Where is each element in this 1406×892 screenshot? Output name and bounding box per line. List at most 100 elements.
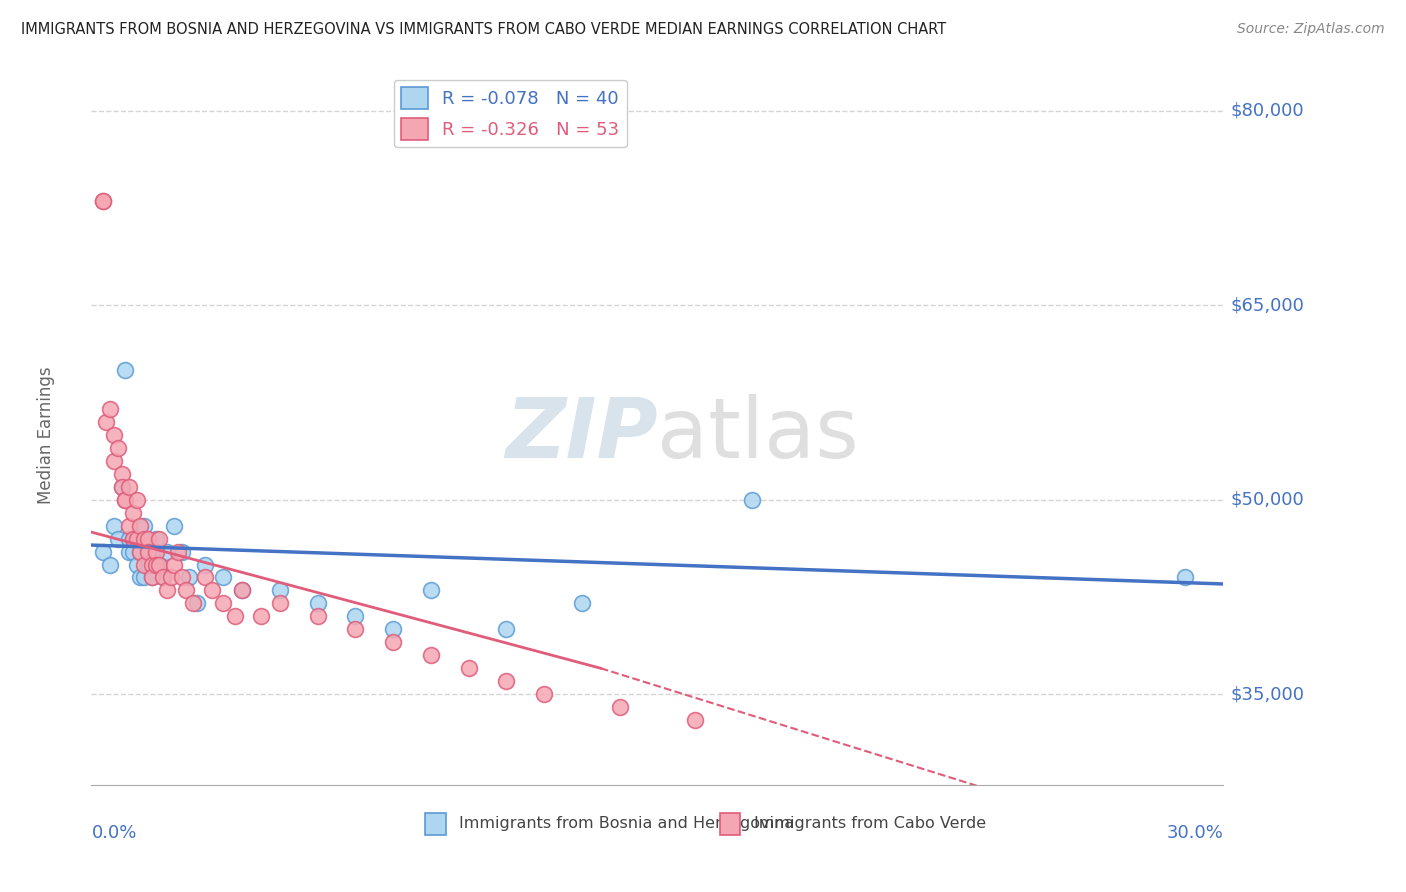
Point <box>129 518 152 533</box>
Point <box>141 570 163 584</box>
Point <box>148 532 170 546</box>
Point <box>118 532 141 546</box>
Point <box>201 583 224 598</box>
Text: $50,000: $50,000 <box>1230 491 1305 508</box>
Point <box>118 544 141 558</box>
Text: ZIP: ZIP <box>505 394 657 475</box>
Point <box>136 544 159 558</box>
Point <box>212 596 235 610</box>
Point <box>231 583 253 598</box>
Text: Immigrants from Bosnia and Herzegovina: Immigrants from Bosnia and Herzegovina <box>460 816 794 831</box>
Point <box>1174 570 1197 584</box>
Point <box>91 194 114 209</box>
Point <box>193 558 217 572</box>
Point <box>382 635 405 649</box>
Point <box>91 544 114 558</box>
Point <box>136 544 159 558</box>
Point <box>495 674 517 689</box>
Point <box>174 583 197 598</box>
Legend: R = -0.078   N = 40, R = -0.326   N = 53: R = -0.078 N = 40, R = -0.326 N = 53 <box>394 79 627 147</box>
Point <box>125 492 148 507</box>
Point <box>114 492 136 507</box>
Point <box>134 570 156 584</box>
Point <box>163 558 186 572</box>
Text: 30.0%: 30.0% <box>1167 824 1223 842</box>
Point <box>148 558 170 572</box>
Point <box>457 661 479 675</box>
Text: atlas: atlas <box>657 394 859 475</box>
Point <box>122 532 145 546</box>
Point <box>107 532 129 546</box>
Point <box>91 194 114 209</box>
Point <box>114 492 136 507</box>
Point <box>163 518 186 533</box>
Point <box>129 570 152 584</box>
Point <box>167 544 190 558</box>
Point <box>156 583 179 598</box>
Point <box>170 544 193 558</box>
Point <box>495 623 517 637</box>
Point <box>307 596 329 610</box>
Point <box>152 570 174 584</box>
Point <box>145 544 167 558</box>
Point <box>250 609 273 624</box>
Point <box>129 544 152 558</box>
Point <box>419 648 441 663</box>
Point <box>533 687 555 701</box>
Text: Median Earnings: Median Earnings <box>37 366 55 504</box>
Point <box>114 363 136 377</box>
Point <box>134 558 156 572</box>
Point <box>609 700 631 714</box>
Point <box>107 441 129 455</box>
Point <box>269 596 291 610</box>
Point <box>103 428 125 442</box>
Point <box>134 532 156 546</box>
Point <box>344 623 367 637</box>
Point <box>122 532 145 546</box>
Point <box>193 570 217 584</box>
Point <box>129 544 152 558</box>
Point <box>231 583 253 598</box>
Point <box>141 544 163 558</box>
Point <box>683 713 706 727</box>
Point <box>136 558 159 572</box>
Point <box>181 596 204 610</box>
Point <box>125 532 148 546</box>
Point <box>571 596 593 610</box>
Point <box>170 570 193 584</box>
Point <box>156 544 179 558</box>
FancyBboxPatch shape <box>720 813 740 836</box>
Point <box>145 558 167 572</box>
Point <box>125 532 148 546</box>
Point <box>125 558 148 572</box>
Text: Source: ZipAtlas.com: Source: ZipAtlas.com <box>1237 22 1385 37</box>
Point <box>148 558 170 572</box>
Point <box>110 480 132 494</box>
Point <box>186 596 208 610</box>
Point <box>741 492 763 507</box>
Point <box>141 570 163 584</box>
Text: 0.0%: 0.0% <box>91 824 136 842</box>
Point <box>98 401 121 416</box>
Point <box>103 518 125 533</box>
Point <box>118 518 141 533</box>
Point <box>136 532 159 546</box>
Point <box>212 570 235 584</box>
Point <box>419 583 441 598</box>
Point <box>159 570 181 584</box>
Point <box>179 570 201 584</box>
Point <box>110 467 132 481</box>
Point <box>118 480 141 494</box>
Text: Immigrants from Cabo Verde: Immigrants from Cabo Verde <box>754 816 986 831</box>
Point <box>122 544 145 558</box>
Point <box>141 558 163 572</box>
Text: $65,000: $65,000 <box>1230 296 1305 314</box>
Point <box>134 518 156 533</box>
Point <box>382 623 405 637</box>
Text: IMMIGRANTS FROM BOSNIA AND HERZEGOVINA VS IMMIGRANTS FROM CABO VERDE MEDIAN EARN: IMMIGRANTS FROM BOSNIA AND HERZEGOVINA V… <box>21 22 946 37</box>
Point <box>152 570 174 584</box>
Text: $35,000: $35,000 <box>1230 685 1305 703</box>
Point <box>103 454 125 468</box>
Point <box>269 583 291 598</box>
Point <box>145 532 167 546</box>
